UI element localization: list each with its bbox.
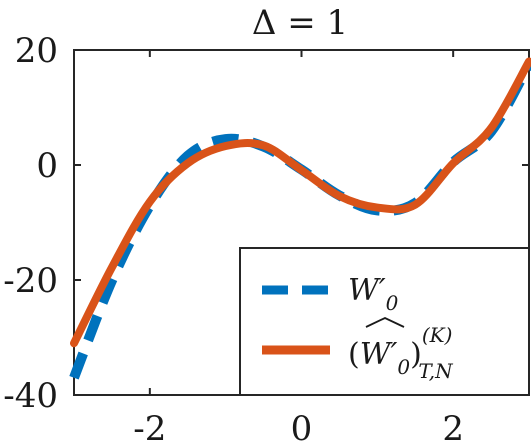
chart-title: Δ = 1: [252, 3, 348, 43]
legend: W′0 (W′0)(K) T,N: [239, 247, 530, 396]
legend-hat-mark: [365, 317, 405, 328]
y-tick-label: 20: [15, 31, 58, 71]
legend-box: [239, 247, 530, 396]
series-line-solid: [70, 57, 531, 348]
legend-entry-1: W′0: [348, 273, 399, 315]
y-tick-label: -20: [3, 261, 58, 301]
y-tick-label: 0: [36, 146, 58, 186]
svg-text:(W′0)(K)T,N: (W′0)(K) T,N: [348, 323, 454, 383]
x-tick-label: 2: [442, 409, 464, 448]
series-layer: [69, 57, 531, 380]
legend-entry-2: (W′0)(K) T,N: [348, 317, 454, 383]
y-tick-label: -40: [3, 376, 58, 416]
x-tick-label: -2: [133, 409, 166, 448]
x-tick-label: 0: [291, 409, 313, 448]
